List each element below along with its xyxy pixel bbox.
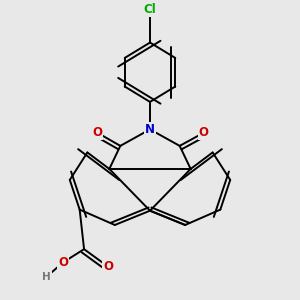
Text: O: O: [103, 260, 113, 273]
Text: O: O: [199, 126, 209, 139]
Text: O: O: [92, 126, 102, 139]
Text: N: N: [145, 123, 155, 136]
Text: H: H: [42, 272, 51, 282]
Text: Cl: Cl: [144, 3, 156, 16]
Text: O: O: [58, 256, 68, 269]
